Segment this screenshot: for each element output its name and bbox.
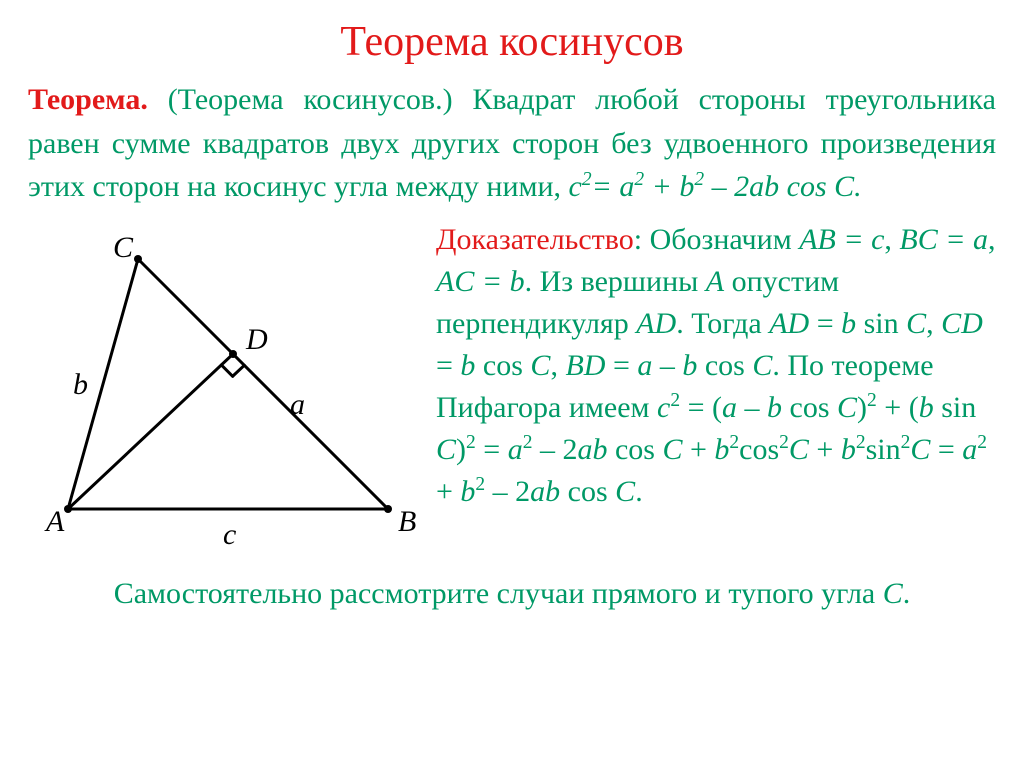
svg-text:A: A bbox=[44, 505, 65, 538]
page-title: Теорема косинусов bbox=[28, 18, 996, 66]
proof-lead: Доказательство bbox=[436, 223, 634, 256]
triangle-diagram: A B C Da b c bbox=[28, 219, 428, 559]
svg-text:c: c bbox=[223, 518, 236, 551]
page: Теорема косинусов Теорема. (Теорема коси… bbox=[0, 0, 1024, 767]
svg-text:C: C bbox=[113, 231, 134, 264]
proof-body: : Обозначим AB = c, BC = a, AC = b. Из в… bbox=[436, 223, 996, 508]
theorem-statement: Теорема. (Теорема косинусов.) Квадрат лю… bbox=[28, 78, 996, 209]
theorem-formula: c2= a2 + b2 – 2ab cos C. bbox=[569, 170, 862, 203]
footer-text: Самостоятельно рассмотрите случаи прямог… bbox=[28, 577, 996, 611]
svg-text:D: D bbox=[245, 323, 268, 356]
proof-text: Доказательство: Обозначим AB = c, BC = a… bbox=[428, 219, 996, 513]
svg-text:B: B bbox=[398, 505, 416, 538]
content-row: A B C Da b c Доказательство: Обозначим AB = c… bbox=[28, 219, 996, 559]
theorem-lead: Теорема. bbox=[28, 83, 148, 116]
svg-text:b: b bbox=[73, 368, 88, 401]
svg-text:a: a bbox=[290, 388, 305, 421]
